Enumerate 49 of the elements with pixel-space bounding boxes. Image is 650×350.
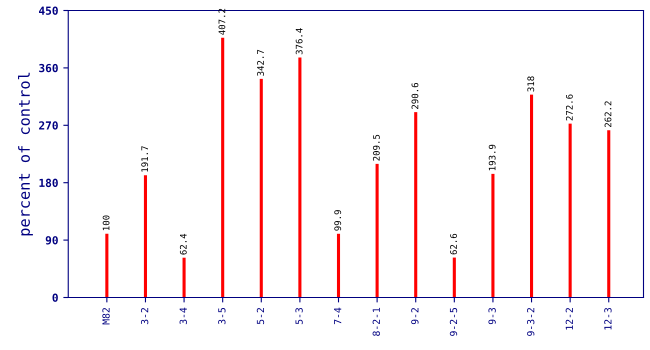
bar <box>182 258 186 298</box>
bar <box>221 38 224 298</box>
x-tick-label: 12-2 <box>566 308 573 330</box>
x-tick-label: 12-3 <box>604 308 612 330</box>
data-label: 209.5 <box>372 134 380 161</box>
x-tick-label: 9-3-2 <box>527 308 534 336</box>
data-label: 318 <box>527 76 534 92</box>
data-label: 272.6 <box>566 94 573 120</box>
data-label: 290.6 <box>412 83 418 109</box>
y-tick-label: 90 <box>46 236 58 245</box>
x-tick-label: 9-2-5 <box>450 308 458 336</box>
y-tick-label: 270 <box>39 121 58 130</box>
x-tick-label: 5-2 <box>256 308 264 324</box>
data-label: 262.2 <box>604 101 612 128</box>
data-label: 193.9 <box>488 144 496 170</box>
x-tick-label: 3-5 <box>218 308 226 324</box>
bar <box>414 112 418 298</box>
y-tick-label: 0 <box>52 293 58 302</box>
bar <box>530 94 534 298</box>
y-tick-label: 360 <box>39 64 58 72</box>
data-label: 100 <box>102 215 110 230</box>
x-tick-label: 3-2 <box>140 308 148 324</box>
x-tick-label: 7-4 <box>334 308 342 324</box>
bar <box>144 175 148 298</box>
x-tick-label: M82 <box>102 308 110 324</box>
x-tick-label: 9-2 <box>411 308 419 324</box>
data-label: 62.6 <box>450 234 457 254</box>
bar <box>491 174 494 298</box>
y-axis-title: percent of control <box>18 72 33 236</box>
bar <box>568 124 572 298</box>
bar <box>607 130 610 298</box>
x-tick-label: 8-2-1 <box>372 308 380 336</box>
data-label: 407.2 <box>218 8 226 35</box>
data-label: 62.4 <box>180 234 187 255</box>
data-label: 376.4 <box>296 28 303 54</box>
x-tick-label: 5-3 <box>295 308 303 324</box>
y-tick-label: 180 <box>39 178 58 188</box>
data-label: 191.7 <box>141 146 148 172</box>
x-tick-label: 9-3 <box>488 308 496 324</box>
x-tick-label: 3-4 <box>180 308 187 324</box>
bar <box>376 164 379 298</box>
y-tick-label: 450 <box>39 6 58 15</box>
bar <box>105 234 108 298</box>
bar <box>452 258 456 298</box>
bar <box>298 57 302 298</box>
data-label: 342.7 <box>257 50 264 76</box>
data-label: 99.9 <box>334 210 342 231</box>
bar <box>336 234 340 298</box>
bar <box>260 78 263 298</box>
